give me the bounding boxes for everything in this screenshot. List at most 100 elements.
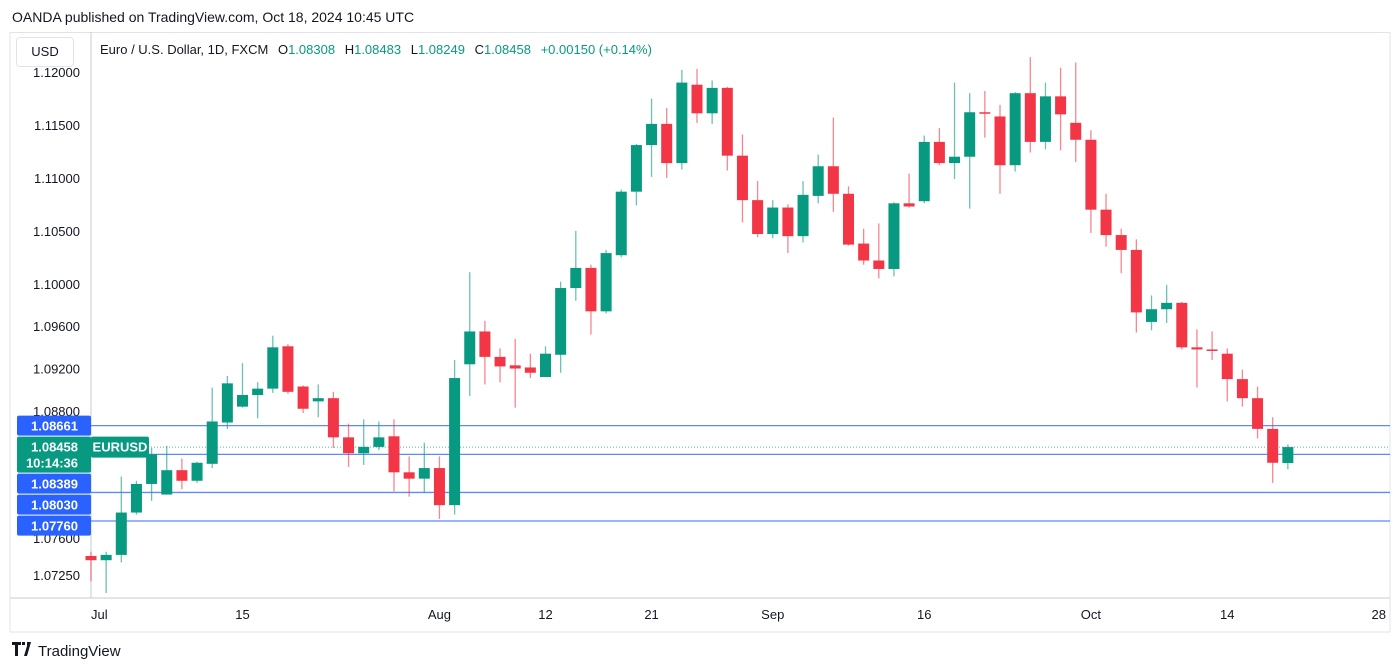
y-tick-label: 1.07250: [33, 568, 80, 583]
candle-bullish: [161, 470, 173, 495]
candle-bearish: [85, 555, 97, 561]
candle-bearish: [585, 267, 597, 312]
candle-bullish: [1039, 96, 1051, 142]
candle-bearish: [176, 470, 188, 481]
symbol-tag-box: [91, 436, 149, 458]
low-label: L: [410, 42, 418, 57]
candle-bearish: [297, 386, 309, 409]
price-line-label-box[interactable]: [17, 515, 91, 536]
candle-bullish: [449, 378, 461, 506]
current-price-label: 1.08458: [31, 440, 78, 455]
candle-bullish: [676, 82, 688, 164]
candle-bearish: [1100, 209, 1112, 236]
candle-bearish: [1221, 353, 1233, 380]
y-tick-label: 1.10500: [33, 224, 80, 239]
candle-bearish: [403, 472, 415, 479]
x-tick-label: Aug: [428, 607, 451, 622]
candle-bearish: [736, 155, 748, 201]
symbol-title: Euro / U.S. Dollar, 1D, FXCM: [100, 42, 269, 57]
candle-bullish: [812, 166, 824, 196]
candle-bullish: [418, 468, 430, 479]
candle-bearish: [933, 141, 945, 164]
candle-bearish: [994, 116, 1006, 166]
footer-brand[interactable]: TradingView: [38, 642, 121, 660]
candle-bearish: [343, 437, 355, 454]
candle-bearish: [1191, 347, 1203, 350]
candle-bearish: [433, 468, 445, 506]
candle-bullish: [570, 267, 582, 289]
candle-bearish: [782, 207, 794, 237]
candle-bullish: [540, 353, 551, 377]
price-line-label: 1.08389: [31, 477, 78, 492]
candle-bullish: [949, 156, 961, 164]
y-tick-label: 1.11500: [34, 118, 80, 133]
high-value: 1.08483: [354, 42, 402, 57]
candle-bullish: [1009, 93, 1021, 166]
price-line-label-box[interactable]: [17, 415, 91, 436]
x-tick-label: 16: [917, 607, 931, 622]
y-tick-label: 1.12000: [33, 65, 80, 80]
y-tick-label: 1.09200: [33, 362, 80, 377]
candle-bullish: [1282, 447, 1294, 463]
y-tick-label: 1.10000: [33, 277, 80, 292]
bar-countdown-label: 10:14:36: [26, 456, 78, 471]
price-line-label-box[interactable]: [17, 473, 91, 494]
x-tick-label: Sep: [761, 607, 784, 622]
candle-bullish: [252, 388, 264, 395]
candle-bullish: [312, 398, 324, 402]
candle-bearish: [1267, 428, 1279, 463]
price-line-label: 1.07760: [31, 519, 78, 534]
candle-bearish: [979, 112, 991, 114]
candle-bullish: [615, 191, 627, 256]
candle-bearish: [509, 365, 521, 369]
candle-bearish: [1176, 302, 1188, 348]
candle-bullish: [267, 347, 279, 389]
x-tick-label: Jul: [91, 607, 108, 622]
candle-bearish: [858, 243, 870, 261]
candle-bullish: [237, 394, 248, 407]
candle-bearish: [1070, 122, 1082, 140]
candle-bullish: [888, 203, 900, 269]
price-line-label-box[interactable]: [17, 494, 91, 515]
candle-bullish: [964, 112, 976, 157]
close-label: C: [474, 42, 484, 57]
candle-bearish: [524, 367, 536, 373]
price-line-label: 1.08661: [31, 419, 78, 434]
candle-bullish: [600, 253, 612, 312]
candle-bearish: [282, 346, 294, 392]
candle-bullish: [767, 207, 779, 235]
candle-bullish: [918, 141, 930, 202]
chart-frame: [10, 32, 1390, 633]
candle-bullish: [115, 512, 127, 555]
candle-bullish: [797, 194, 809, 237]
x-tick-label: Oct: [1081, 607, 1102, 622]
candle-bullish: [221, 383, 233, 423]
candle-bearish: [843, 193, 854, 245]
candle-bearish: [661, 123, 673, 164]
candle-bearish: [873, 260, 885, 269]
candle-bearish: [1206, 349, 1218, 351]
candle-bearish: [479, 331, 491, 357]
candle-bullish: [100, 554, 112, 561]
candle-bearish: [494, 356, 506, 367]
x-tick-label: 15: [235, 607, 249, 622]
candle-bullish: [646, 123, 658, 146]
change-value: +0.00150 (+0.14%): [540, 42, 652, 57]
currency-button[interactable]: USD: [16, 37, 74, 67]
candle-bearish: [827, 166, 839, 194]
x-tick-label: 28: [1372, 607, 1386, 622]
x-tick-label: 14: [1220, 607, 1234, 622]
x-tick-label: 21: [644, 607, 658, 622]
candle-bullish: [706, 87, 718, 114]
candle-bullish: [1146, 309, 1157, 322]
close-value: 1.08458: [483, 42, 531, 57]
tradingview-logo-icon: [12, 642, 34, 660]
low-value: 1.08249: [417, 42, 465, 57]
open-value: 1.08308: [288, 42, 336, 57]
candle-bearish: [721, 87, 733, 156]
candle-bearish: [388, 436, 400, 473]
candle-bearish: [691, 84, 703, 114]
candle-bearish: [327, 398, 339, 438]
open-label: O: [277, 42, 289, 57]
